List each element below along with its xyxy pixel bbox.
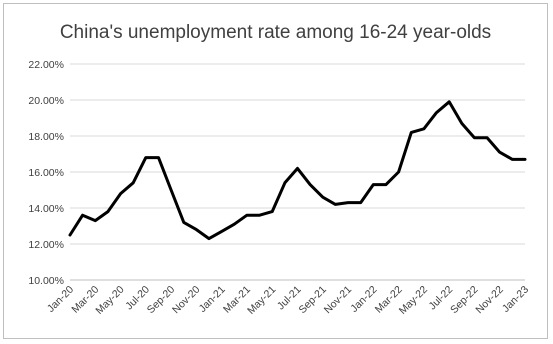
x-tick-label: Nov-20 (170, 284, 203, 317)
grid-lines (70, 63, 525, 245)
chart-frame: China's unemployment rate among 16-24 ye… (3, 3, 548, 339)
y-tick-label: 18.00% (28, 131, 64, 143)
y-tick-label: 14.00% (28, 203, 64, 215)
series-layer (68, 100, 527, 241)
y-axis-ticks: 10.00% 12.00% 14.00% 16.00% 18.00% 20.00% 22.0… (28, 59, 64, 287)
x-tick-label: Nov-21 (322, 284, 355, 317)
chart-title: China's unemployment rate among 16-24 ye… (59, 22, 492, 43)
series-line (68, 100, 527, 241)
y-tick-label: 10.00% (28, 275, 64, 287)
y-tick-label: 20.00% (28, 95, 64, 107)
y-tick-label: 16.00% (28, 167, 64, 179)
x-tick-label: May-22 (397, 284, 430, 317)
y-tick-label: 22.00% (28, 59, 64, 71)
x-axis-ticks: Jan-20Mar-20May-20Jul-20Sep-20Nov-20Jan-… (45, 284, 531, 317)
x-tick-label: May-20 (93, 284, 126, 317)
x-tick-label: May-21 (245, 284, 278, 317)
y-tick-label: 12.00% (28, 239, 64, 251)
x-tick-label: Jan-23 (500, 284, 531, 315)
x-tick-label: Nov-22 (473, 284, 506, 317)
